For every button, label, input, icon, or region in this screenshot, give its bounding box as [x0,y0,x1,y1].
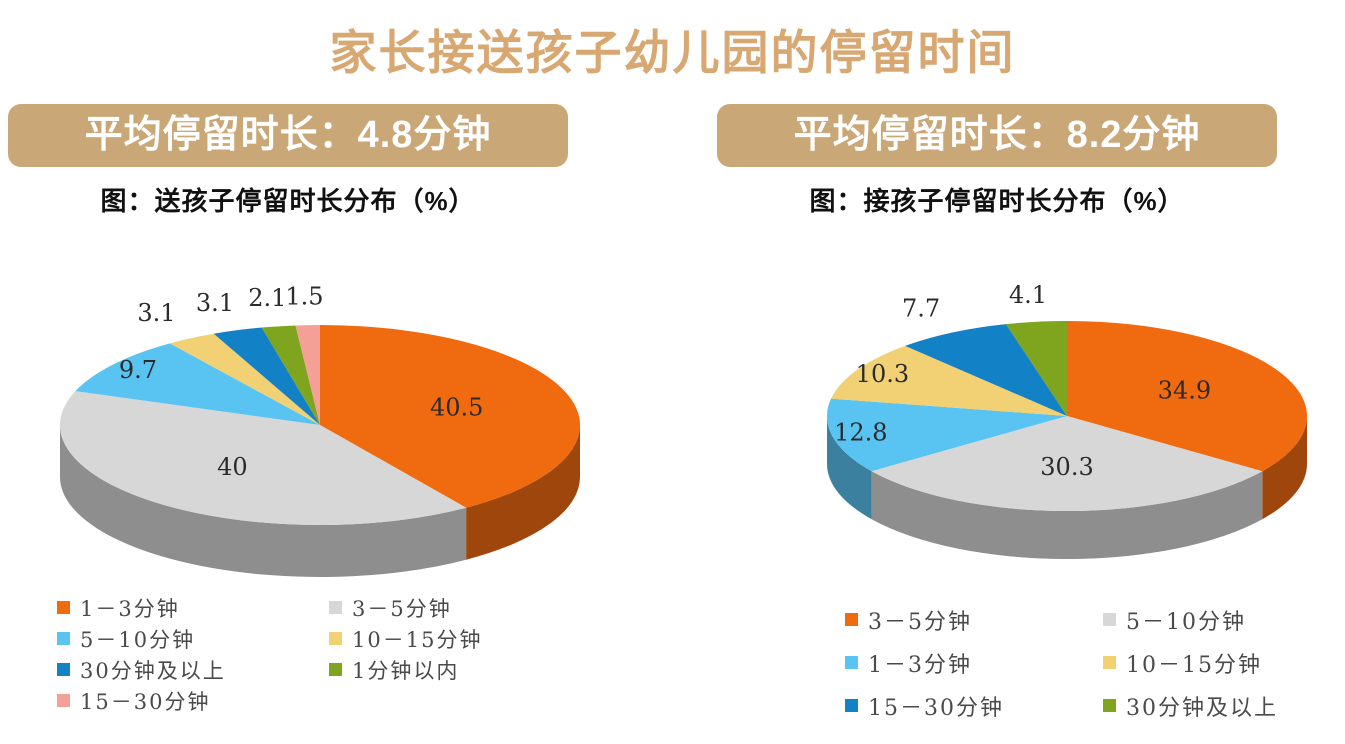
pie-value-label: 30.3 [1040,453,1093,481]
legend-swatch-icon [57,694,70,707]
pie-slice-side [871,471,1263,560]
legend-swatch-icon [57,601,70,614]
legend-item: 1－3分钟 [57,592,329,623]
pie-slice-side [827,416,872,520]
pie-slice [213,327,320,425]
legend-item: 3－5分钟 [845,598,1103,641]
legend-swatch-icon [845,613,858,626]
legend-swatch-icon [329,601,342,614]
pie-chart-dropoff: 40.5 40 9.7 3.1 3.1 2.11.5 [60,283,581,578]
pie-slice [826,398,1067,472]
legend-swatch-icon [329,663,342,676]
pie-chart-pickup: 34.9 30.3 12.8 10.3 7.7 4.1 [826,281,1308,560]
pie-value-label: 10.3 [856,360,909,388]
legend-label: 5－10分钟 [80,627,196,652]
legend-swatch-icon [57,632,70,645]
pie-slice [169,333,320,425]
pie-slice [75,343,321,425]
legend-item: 30分钟及以上 [1103,684,1345,727]
legend-swatch-icon [1103,613,1116,626]
legend-item: 5－10分钟 [1103,598,1345,641]
pie-value-label: 12.8 [834,419,887,447]
pie-value-label: 3.1 [137,299,175,327]
pie-value-label: 34.9 [1158,377,1211,405]
average-duration-banner-pickup: 平均停留时长：8.2分钟 [717,104,1277,167]
page-title: 家长接送孩子幼儿园的停留时间 [329,26,1016,79]
pie-value-label: 1.5 [285,283,323,311]
legend-item: 10－15分钟 [1103,641,1345,684]
legend-item: 15－30分钟 [845,684,1103,727]
legend-label: 30分钟及以上 [1126,695,1278,721]
legend-swatch-icon [1103,656,1116,669]
legend-label: 15－30分钟 [868,695,1004,721]
pie-slice [320,325,581,508]
legend-label: 3－5分钟 [352,596,452,621]
legend-label: 10－15分钟 [1126,652,1262,678]
pie-value-label: 40.5 [430,393,483,421]
legend-swatch-icon [845,656,858,669]
pie-slice [905,324,1067,416]
legend-item: 1分钟以内 [329,654,601,685]
legend-label: 10－15分钟 [352,627,483,652]
legend-dropoff: 1－3分钟 3－5分钟 5－10分钟 10－15分钟 30分钟及以上 1分钟以内 15－30… [57,592,601,716]
legend-label: 15－30分钟 [80,689,211,714]
legend-swatch-icon [57,663,70,676]
legend-pickup: 3－5分钟 5－10分钟 1－3分钟 10－15分钟 15－30分钟 30分钟及以上 [845,598,1345,727]
pie-slice [60,391,467,526]
pie-value-label: 4.1 [1009,281,1047,309]
legend-item: 15－30分钟 [57,685,329,716]
pie-slice [1067,321,1308,472]
legend-swatch-icon [1103,699,1116,712]
legend-swatch-icon [845,699,858,712]
legend-item: 1－3分钟 [845,641,1103,684]
legend-label: 1分钟以内 [352,658,460,683]
legend-label: 3－5分钟 [868,609,972,635]
legend-item: 30分钟及以上 [57,654,329,685]
legend-label: 30分钟及以上 [80,658,226,683]
pie-slice-side [1262,416,1307,520]
legend-label: 1－3分钟 [80,596,180,621]
average-duration-banner-dropoff: 平均停留时长：4.8分钟 [8,104,568,167]
pie-slice-side [466,425,580,560]
pie-slice [871,416,1263,512]
pie-slice [295,325,320,425]
pie-slice [261,325,320,425]
pie-slice-side [60,425,467,578]
legend-label: 5－10分钟 [1126,609,1246,635]
pie-value-label: 2.1 [248,284,286,312]
chart-caption-dropoff: 图：送孩子停留时长分布（%） [100,186,476,216]
legend-item: 3－5分钟 [329,592,601,623]
pie-value-label: 40 [217,453,248,481]
chart-caption-pickup: 图：接孩子停留时长分布（%） [809,186,1185,216]
legend-item: 5－10分钟 [57,623,329,654]
pie-value-label: 3.1 [196,289,234,317]
pie-value-label: 9.7 [119,356,157,384]
legend-label: 1－3分钟 [868,652,972,678]
legend-item: 10－15分钟 [329,623,601,654]
pie-slice [831,345,1067,416]
legend-swatch-icon [329,632,342,645]
pie-slice [1005,321,1067,416]
pie-value-label: 7.7 [902,295,940,323]
